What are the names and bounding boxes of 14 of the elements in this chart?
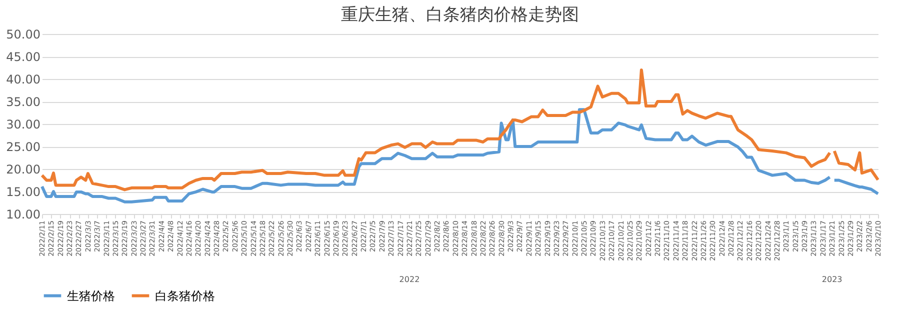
y-tick-label: 10.00 xyxy=(6,208,40,222)
text: 2022 xyxy=(399,275,420,284)
y-tick-label: 15.00 xyxy=(6,185,40,199)
chart-title: 重庆生猪、白条猪肉价格走势图 xyxy=(341,5,579,25)
y-tick-label: 50.00 xyxy=(6,28,40,42)
y-tick-label: 20.00 xyxy=(6,162,40,176)
y-tick-label: 45.00 xyxy=(6,50,40,64)
legend-label: 生猪价格 xyxy=(67,288,115,303)
y-tick-label: 30.00 xyxy=(6,118,40,132)
legend-label: 白条猪价格 xyxy=(155,288,215,303)
y-tick-label: 35.00 xyxy=(6,95,40,109)
y-tick-label: 25.00 xyxy=(6,140,40,154)
y-tick-label: 40.00 xyxy=(6,72,40,86)
text: 2023 xyxy=(822,275,842,284)
